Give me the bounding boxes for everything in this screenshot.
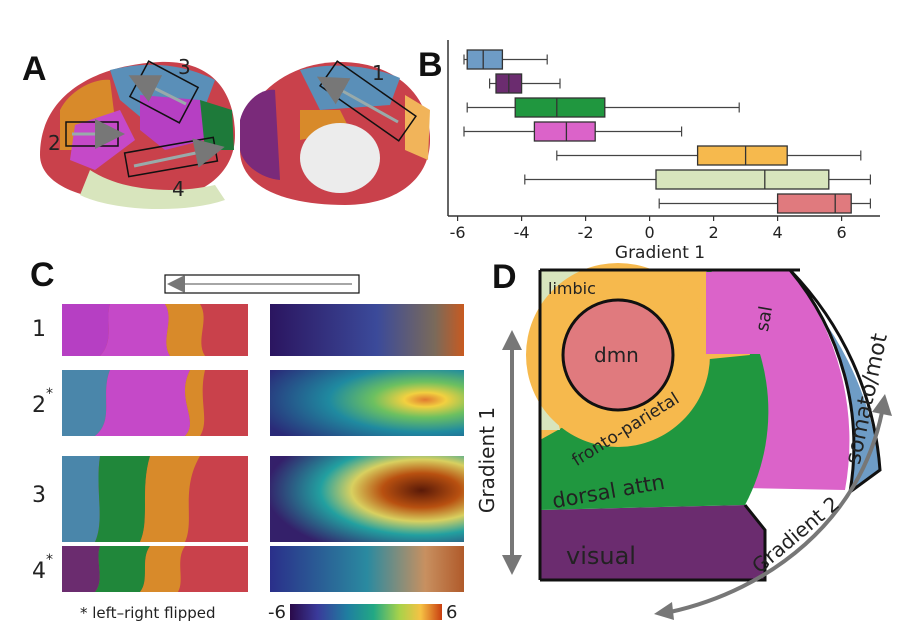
panel-letter-b: B bbox=[418, 46, 443, 84]
x-tick-label: 6 bbox=[837, 223, 847, 242]
box-iqr bbox=[696, 145, 788, 166]
brain-lateral bbox=[40, 61, 235, 210]
colorbar-min: -6 bbox=[268, 602, 286, 623]
x-tick-label: -4 bbox=[514, 223, 530, 242]
row-label-4: 4 bbox=[32, 559, 46, 584]
sector-sal bbox=[706, 272, 790, 354]
gradient1-label: Gradient 1 bbox=[475, 407, 499, 513]
direction-arrow bbox=[164, 274, 360, 294]
panel-letter-c: C bbox=[30, 256, 55, 294]
label-limbic: limbic bbox=[548, 279, 596, 298]
row-label-1: 1 bbox=[32, 317, 46, 342]
x-axis-label: Gradient 1 bbox=[615, 243, 705, 263]
row-star-4: * bbox=[46, 552, 53, 568]
region-box-2 bbox=[65, 119, 125, 149]
box-iqr bbox=[533, 121, 596, 142]
network-strip-4 bbox=[62, 546, 248, 592]
row-label-2: 2 bbox=[32, 393, 46, 418]
row-label-3: 3 bbox=[32, 483, 46, 508]
x-tick-label: -6 bbox=[450, 223, 466, 242]
footnote: * left–right flipped bbox=[80, 604, 215, 622]
panel-letter-a: A bbox=[22, 50, 47, 88]
box-iqr bbox=[514, 97, 606, 118]
x-tick-label: 2 bbox=[709, 223, 719, 242]
row-star-2: * bbox=[46, 386, 53, 402]
colorbar bbox=[290, 604, 442, 620]
region-box-4 bbox=[123, 136, 225, 178]
gradient1-axis-arrow bbox=[502, 330, 522, 575]
network-strip-1 bbox=[62, 304, 248, 356]
region-box-3 bbox=[128, 60, 200, 124]
gradient2-axis-arrow bbox=[654, 394, 892, 620]
colorbar-max: 6 bbox=[446, 602, 457, 623]
gradient-strip-1 bbox=[270, 304, 464, 356]
box-label-1: 1 bbox=[372, 61, 385, 85]
sector-dmn bbox=[561, 298, 675, 412]
x-tick-label: 0 bbox=[645, 223, 655, 242]
box-iqr bbox=[776, 193, 852, 214]
network-diagram: limbic dmn fronto-parietal dorsal attn v… bbox=[526, 263, 893, 582]
x-tick-label: -2 bbox=[578, 223, 594, 242]
brain-medial bbox=[240, 62, 430, 205]
network-strip-2 bbox=[62, 370, 248, 436]
label-sal: sal bbox=[752, 304, 777, 333]
box-iqr bbox=[466, 49, 504, 70]
sector-visual bbox=[540, 505, 765, 580]
network-strip-3 bbox=[62, 456, 248, 542]
box-label-4: 4 bbox=[172, 177, 185, 201]
gradient-strip-2 bbox=[270, 370, 464, 436]
gradient-strip-3 bbox=[270, 456, 464, 542]
x-tick-label: 4 bbox=[773, 223, 783, 242]
panel-letter-d: D bbox=[492, 258, 517, 296]
box-label-2: 2 bbox=[48, 131, 61, 155]
label-visual: visual bbox=[566, 542, 636, 570]
boxplot: -6 -4 -2 0 2 4 6 Gradient 1 bbox=[447, 40, 880, 263]
label-dmn: dmn bbox=[594, 343, 639, 367]
box-iqr bbox=[655, 169, 830, 190]
region-box-1 bbox=[316, 60, 417, 142]
box-label-3: 3 bbox=[178, 55, 191, 79]
sector-sal-outer bbox=[710, 270, 850, 490]
gradient-strip-4 bbox=[270, 546, 464, 592]
